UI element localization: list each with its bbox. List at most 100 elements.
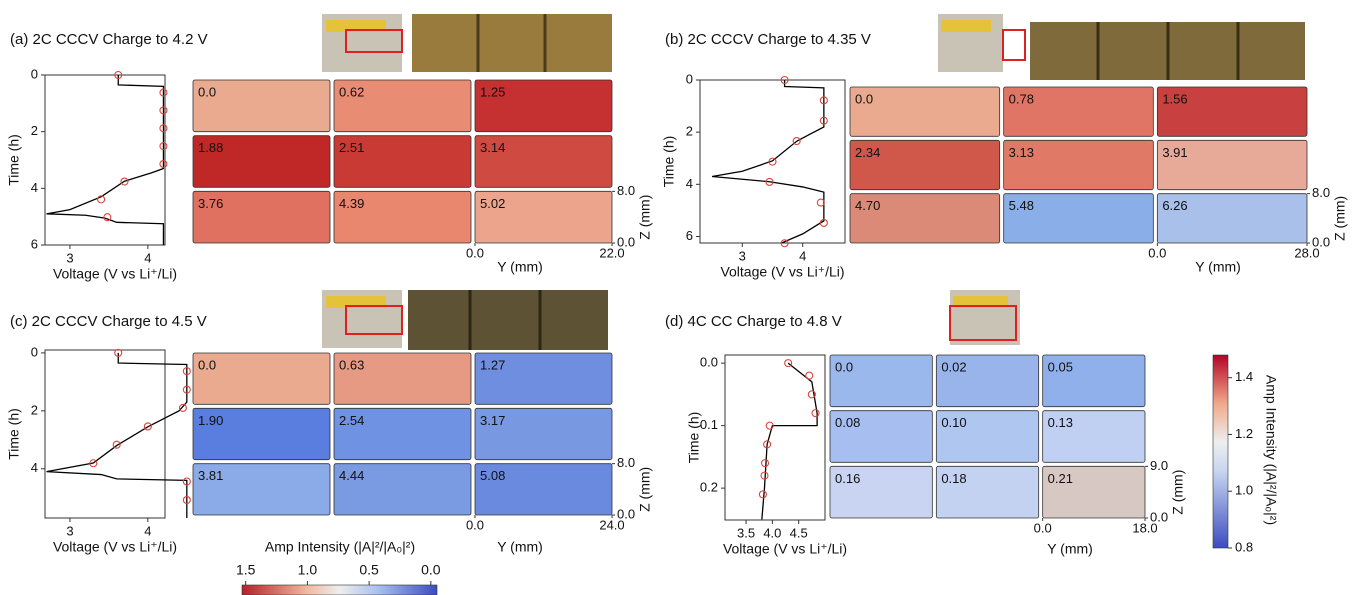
time-marker [768, 157, 777, 166]
colorbar-tick-label: 0.8 [1235, 539, 1253, 554]
heatmap-tile [1042, 410, 1146, 463]
heatmap-time-label: 5.02 [480, 196, 505, 211]
panel-title: (d) 4C CC Charge to 4.8 V [665, 313, 842, 330]
time-marker [807, 390, 816, 399]
x-tick-label: 3.5 [737, 525, 755, 540]
x-axis-label: Voltage (V vs Li⁺/Li) [720, 264, 844, 280]
colorbar-tick-label: 1.5 [236, 562, 256, 578]
time-marker [760, 459, 770, 468]
colorbar-tick-label: 1.0 [1235, 483, 1253, 498]
y-mm-tick-label: 0.0 [1148, 245, 1166, 260]
plot-frame [44, 74, 166, 246]
time-marker [114, 70, 123, 80]
heatmap-time-label: 3.91 [1162, 145, 1187, 160]
heatmap-time-label: 0.08 [835, 415, 860, 430]
colorbar-tick-label: 1.0 [298, 562, 318, 578]
time-marker [765, 421, 774, 430]
heatmap-time-label: 1.27 [480, 357, 505, 372]
panel-title: (a) 2C CCCV Charge to 4.2 V [10, 31, 208, 48]
time-marker [805, 371, 814, 380]
heatmap-tile [829, 465, 933, 519]
time-marker [811, 409, 820, 418]
y-mm-label: Y (mm) [497, 539, 543, 555]
heatmap-time-label: 0.21 [1048, 471, 1073, 486]
heatmap-time-label: 0.0 [855, 91, 873, 106]
panel-title: (c) 2C CCCV Charge to 4.5 V [10, 313, 207, 330]
time-marker [97, 195, 106, 204]
heatmap-tile [849, 86, 1001, 137]
heatmap-time-label: 3.13 [1009, 145, 1034, 160]
heatmap-tile [333, 352, 472, 405]
y-mm-tick-label: 0.0 [1034, 520, 1052, 535]
heatmap-time-label: 5.08 [480, 468, 505, 483]
colorbar-label: Amp Intensity (|A|²/|A₀|²) [1263, 375, 1279, 525]
time-marker [784, 359, 793, 368]
z-mm-tick-label: 0.0 [1150, 509, 1168, 524]
plot-frame [44, 349, 166, 519]
y-mm-tick-label: 0.0 [466, 517, 484, 532]
heatmap-tile [192, 79, 331, 133]
heatmap-tile [333, 79, 472, 133]
z-mm-label: Z (mm) [637, 467, 653, 512]
z-mm-tick-label: 0.0 [617, 506, 635, 521]
y-axis-label: Time (h) [6, 408, 22, 460]
photos [322, 14, 1305, 350]
heatmap-time-label: 4.44 [339, 468, 364, 483]
colorbar-tick-label: 1.2 [1235, 426, 1253, 441]
x-tick-label: 4.0 [763, 525, 781, 540]
heatmap-tile [474, 352, 613, 405]
time-marker [114, 348, 123, 357]
heatmap-time-label: 4.39 [339, 196, 364, 211]
heatmap-tile [474, 407, 613, 461]
y-mm-tick-label: 18.0 [1132, 520, 1157, 535]
time-marker [143, 422, 152, 431]
x-axis-label: Voltage (V vs Li⁺/Li) [723, 541, 847, 557]
time-marker [780, 239, 789, 248]
time-marker [182, 495, 191, 505]
z-mm-label: Z (mm) [1332, 196, 1348, 241]
x-tick-label: 4.5 [790, 525, 808, 540]
heatmap-time-label: 0.62 [339, 84, 364, 99]
heatmap-time-label: 0.0 [835, 359, 853, 374]
colorbar-label: Amp Intensity (|A|²/|A₀|²) [265, 539, 415, 555]
time-marker [159, 88, 168, 97]
heatmap-time-label: 2.34 [855, 145, 880, 160]
heatmap-tile [829, 410, 933, 463]
time-marker [159, 142, 168, 151]
z-mm-tick-label: 8.0 [617, 455, 635, 470]
y-mm-tick-label: 22.0 [599, 245, 624, 260]
y-axis-label: Time (h) [661, 136, 677, 188]
colorbar [241, 584, 438, 595]
heatmap-time-label: 0.78 [1009, 91, 1034, 106]
heatmap-time-label: 3.76 [198, 196, 223, 211]
y-tick-label: 0 [31, 66, 38, 81]
y-tick-label: 0 [31, 344, 38, 359]
heatmap-time-label: 2.51 [339, 140, 364, 155]
y-mm-label: Y (mm) [497, 259, 543, 275]
colorbar-tick-label: 1.4 [1235, 369, 1253, 384]
time-marker [792, 136, 801, 146]
heatmap-tile [192, 190, 331, 244]
heatmap-time-label: 3.14 [480, 140, 505, 155]
time-marker [112, 440, 121, 449]
y-tick-label: 4 [31, 180, 38, 195]
heatmap-time-label: 2.54 [339, 413, 364, 428]
heatmap-tile [1156, 193, 1308, 244]
time-marker [182, 385, 191, 394]
voltage-curve [46, 352, 188, 518]
time-marker [159, 159, 168, 169]
heatmap-tile [935, 465, 1040, 519]
z-mm-tick-label: 0.0 [617, 234, 635, 249]
heatmap-time-label: 0.63 [339, 357, 364, 372]
y-mm-tick-label: 24.0 [599, 517, 624, 532]
heatmap-tile [474, 190, 613, 244]
y-mm-tick-label: 28.0 [1294, 245, 1319, 260]
heatmap-tile [333, 135, 472, 188]
heatmap-tile [1042, 465, 1146, 519]
time-marker [178, 403, 187, 412]
heatmap-time-label: 3.81 [198, 468, 223, 483]
heatmap-time-label: 0.02 [941, 359, 966, 374]
y-mm-label: Y (mm) [1047, 541, 1093, 557]
time-marker [760, 471, 769, 480]
